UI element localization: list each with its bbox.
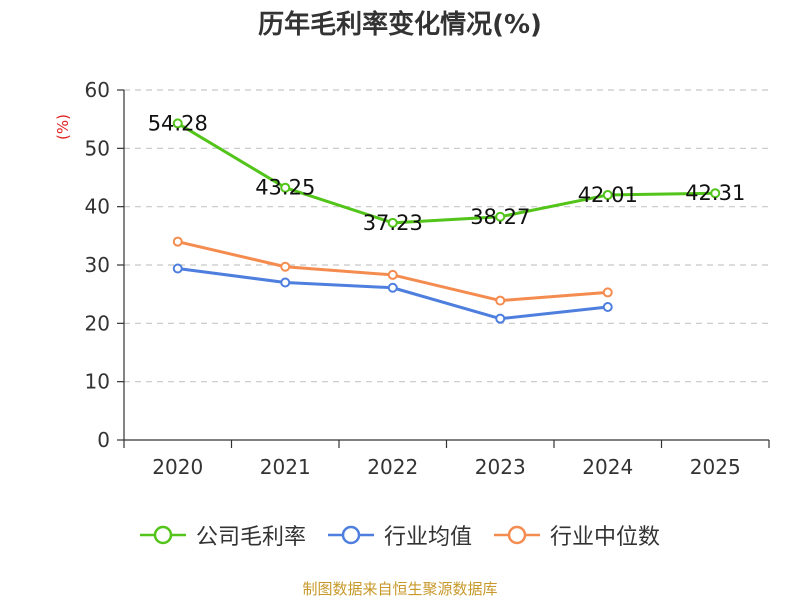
x-tick-label: 2025 [690, 455, 741, 479]
legend-label: 行业中位数 [550, 525, 661, 550]
y-tick-label: 10 [85, 370, 110, 394]
legend-line-circle-icon [494, 525, 540, 545]
data-point [495, 211, 506, 222]
y-tick-label: 50 [85, 136, 110, 160]
y-tick-label: 40 [85, 195, 110, 219]
series-lines [172, 118, 721, 324]
axes: 0 10 20 30 40 50 60 2020 2021 2022 2023 2024 2025 [85, 78, 770, 479]
legend-item-industry-mean[interactable]: 行业均值 [327, 519, 472, 551]
data-point [387, 217, 398, 228]
legend-label: 行业均值 [383, 525, 472, 550]
data-point [280, 261, 291, 272]
legend-label: 公司毛利率 [195, 525, 306, 550]
data-point [602, 287, 613, 298]
data-label: 43.25 [255, 176, 315, 200]
series-line [176, 122, 716, 225]
data-point [280, 277, 291, 288]
data-label: 38.27 [470, 205, 530, 229]
y-tick-label: 0 [97, 428, 110, 452]
data-label: 42.01 [578, 183, 638, 207]
data-point [172, 236, 183, 247]
chart-title: 历年毛利率变化情况(%) [258, 10, 542, 40]
data-point [387, 269, 398, 280]
legend-line-circle-icon [139, 525, 186, 545]
legend-item-industry-median[interactable]: 行业中位数 [494, 519, 660, 551]
data-point [602, 189, 613, 200]
x-tick-label: 2020 [152, 455, 203, 479]
data-label: 54.28 [148, 111, 208, 135]
data-point [495, 295, 506, 306]
data-point [280, 182, 291, 193]
data-point [602, 302, 613, 312]
y-tick-label: 20 [85, 311, 110, 335]
source-note: 制图数据来自恒生聚源数据库 [302, 580, 498, 598]
x-tick-label: 2021 [260, 455, 311, 479]
y-tick-label: 60 [85, 78, 110, 102]
legend: 公司毛利率 行业均值 行业中位数 [0, 519, 800, 551]
data-point [710, 188, 721, 199]
data-label: 42.31 [685, 181, 745, 205]
data-point [172, 118, 183, 129]
x-tick-label: 2024 [582, 455, 633, 479]
legend-item-company[interactable]: 公司毛利率 [139, 519, 306, 551]
x-tick-label: 2022 [367, 455, 418, 479]
data-labels: 54.28 43.25 37.23 38.27 42.01 42.31 [148, 111, 746, 234]
data-point [172, 263, 183, 274]
x-tick-label: 2023 [475, 455, 526, 479]
y-axis-label: (%) [54, 114, 72, 140]
data-point [495, 313, 506, 324]
grid-lines [124, 89, 769, 383]
y-tick-label: 30 [85, 253, 110, 277]
data-label: 37.23 [363, 211, 423, 235]
data-point [387, 282, 398, 293]
legend-line-circle-icon [327, 525, 374, 545]
